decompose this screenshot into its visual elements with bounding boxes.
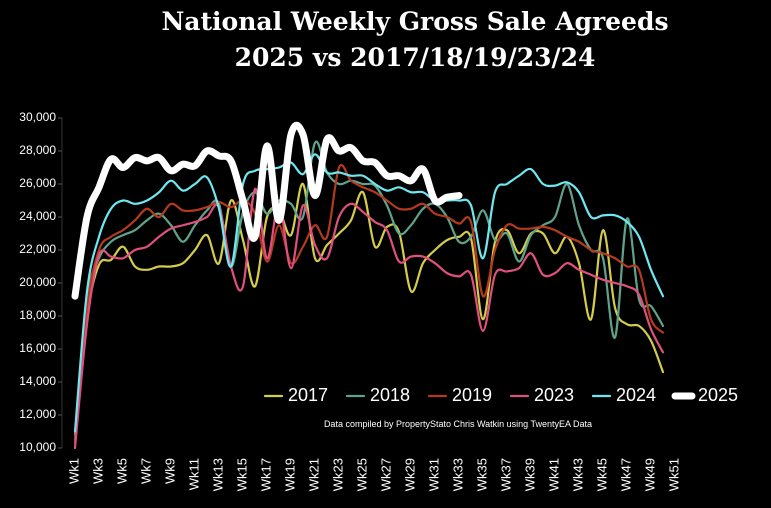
legend-label: 2018 (370, 385, 410, 405)
plot (71, 121, 665, 450)
x-tick-label: Wk49 (642, 458, 657, 491)
series-line (73, 182, 665, 436)
chart-title: National Weekly Gross Sale Agreeds (161, 7, 668, 36)
x-tick-label: Wk5 (114, 458, 129, 484)
x-tick-label: Wk37 (498, 458, 513, 491)
x-tick-label: Wk15 (234, 458, 249, 491)
y-tick-label: 24,000 (19, 209, 56, 223)
y-tick-label: 22,000 (19, 242, 56, 256)
x-tick-label: Wk13 (210, 458, 225, 491)
legend-label: 2023 (534, 385, 574, 405)
y-tick-label: 30,000 (19, 110, 56, 124)
x-tick-label: Wk27 (378, 458, 393, 491)
x-tick-label: Wk21 (306, 458, 321, 491)
y-tick-label: 10,000 (19, 440, 56, 454)
x-tick-label: Wk17 (258, 458, 273, 491)
x-tick-label: Wk47 (618, 458, 633, 491)
series-line (73, 140, 665, 441)
chart-subtitle: 2025 vs 2017/18/19/23/24 (235, 43, 596, 72)
y-tick-label: 16,000 (19, 341, 56, 355)
annotation: Data compiled by PropertyStato Chris Wat… (324, 419, 592, 429)
x-tick-label: Wk43 (570, 458, 585, 491)
x-tick-label: Wk35 (474, 458, 489, 491)
y-tick-label: 26,000 (19, 176, 56, 190)
x-tick-label: Wk19 (282, 458, 297, 491)
series-line (73, 153, 665, 433)
x-tick-label: Wk39 (522, 458, 537, 491)
y-tick-label: 12,000 (19, 407, 56, 421)
series-line (71, 121, 463, 300)
x-tick-label: Wk3 (90, 458, 105, 484)
x-tick-label: Wk9 (162, 458, 177, 484)
x-tick-label: Wk33 (450, 458, 465, 491)
series-line (73, 187, 665, 450)
x-tick-label: Wk25 (354, 458, 369, 491)
x-tick-label: Wk31 (426, 458, 441, 491)
x-tick-label: Wk51 (666, 458, 681, 491)
x-tick-label: Wk7 (138, 458, 153, 484)
x-tick-label: Wk29 (402, 458, 417, 491)
legend-label: 2017 (288, 385, 328, 405)
legend-label: 2025 (698, 385, 738, 405)
x-tick-label: Wk45 (594, 458, 609, 491)
y-tick-label: 28,000 (19, 143, 56, 157)
x-tick-label: Wk11 (186, 458, 201, 490)
y-tick-label: 14,000 (19, 374, 56, 388)
series-line (73, 164, 665, 445)
legend-label: 2019 (452, 385, 492, 405)
x-tick-label: Wk41 (546, 458, 561, 491)
y-tick-label: 20,000 (19, 275, 56, 289)
legend-label: 2024 (616, 385, 656, 405)
x-tick-label: Wk1 (66, 458, 81, 484)
y-tick-label: 18,000 (19, 308, 56, 322)
x-tick-label: Wk23 (330, 458, 345, 491)
